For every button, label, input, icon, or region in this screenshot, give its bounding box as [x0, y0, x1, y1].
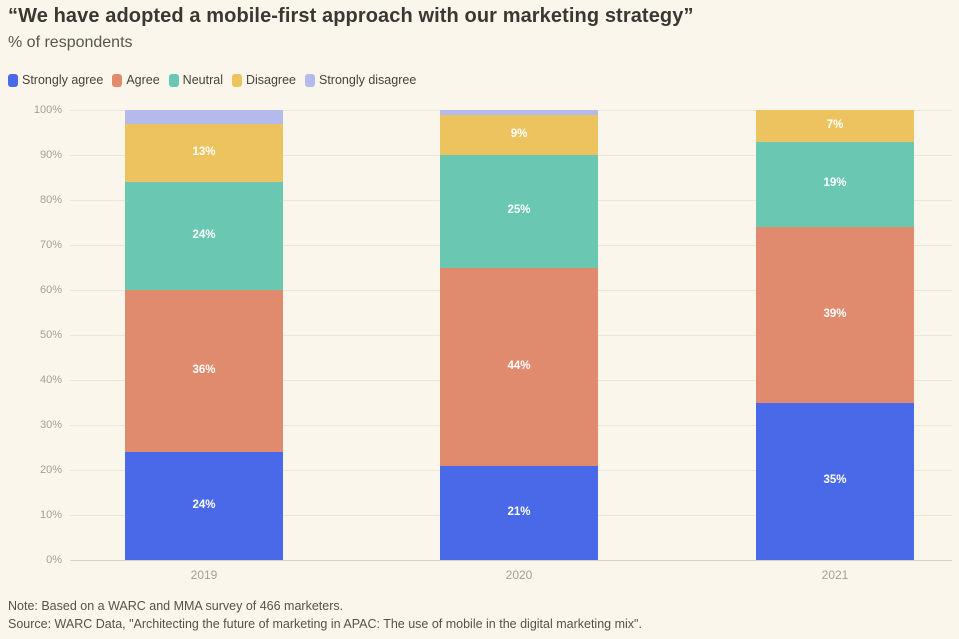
- legend-swatch-icon: [168, 73, 179, 87]
- bar-value-label: 21%: [507, 505, 531, 518]
- bar-segment-2020-neutral: [440, 155, 598, 268]
- bar-segment-2020-agree: [440, 267, 598, 466]
- legend-swatch-icon: [305, 73, 315, 87]
- y-axis-tick-60: 60%: [39, 284, 62, 296]
- y-axis-tick-40: 40%: [39, 374, 62, 386]
- bar-value-label: 19%: [823, 177, 847, 190]
- bar-value-label: 44%: [507, 359, 531, 372]
- legend-label: Strongly disagree: [319, 73, 417, 87]
- bar-segment-2021-strongly-agree: [756, 402, 914, 560]
- legend-item-neutral: Neutral: [168, 73, 223, 87]
- bar-value-label: 36%: [192, 364, 216, 376]
- x-axis-label-2020: 2020: [505, 568, 533, 582]
- y-axis-tick-10: 10%: [39, 509, 62, 521]
- legend-item-agree: Agree: [112, 73, 160, 87]
- bar-segment-2021-agree: [756, 227, 914, 403]
- bar-segment-2020-strongly-agree: [440, 465, 598, 560]
- y-axis-tick-80: 80%: [39, 194, 62, 206]
- legend-label: Agree: [126, 73, 160, 87]
- legend-item-disagree: Disagree: [231, 73, 296, 87]
- legend-item-strongly-agree: Strongly agree: [8, 73, 103, 87]
- bar-segment-2019-neutral: [125, 182, 283, 290]
- bar-segment-2019-strongly-disagree: [125, 110, 283, 124]
- legend-label: Disagree: [245, 73, 296, 87]
- legend-swatch-icon: [8, 73, 18, 87]
- legend-item-strongly-disagree: Strongly disagree: [305, 73, 416, 87]
- y-axis-tick-100: 100%: [33, 104, 62, 116]
- bar-segment-2019-agree: [125, 290, 283, 452]
- bar-value-label: 25%: [507, 204, 531, 217]
- bar-segment-2021-disagree: [756, 110, 914, 142]
- legend-swatch-icon: [112, 73, 123, 87]
- bar-segment-2021-neutral: [756, 141, 914, 227]
- bar-value-label: 24%: [192, 499, 216, 511]
- bar-segment-2020-strongly-disagree: [440, 110, 598, 115]
- legend-label: Strongly agree: [22, 73, 104, 87]
- y-axis-tick-50: 50%: [39, 329, 62, 341]
- y-axis-tick-20: 20%: [39, 464, 62, 476]
- y-axis-tick-0: 0%: [46, 554, 62, 566]
- legend-label: Neutral: [182, 73, 223, 87]
- chart-title: “We have adopted a mobile-first approach…: [8, 5, 694, 27]
- gridline-0: [70, 560, 952, 561]
- bar-segment-2020-disagree: [440, 114, 598, 155]
- note-text: Note: Based on a WARC and MMA survey of …: [8, 599, 344, 613]
- bar-value-label: 39%: [823, 307, 847, 320]
- bar-value-label: 7%: [826, 118, 844, 131]
- y-axis-tick-30: 30%: [39, 419, 62, 431]
- bar-value-label: 13%: [192, 145, 216, 158]
- bar-value-label: 9%: [510, 127, 528, 140]
- bar-value-label: 35%: [823, 474, 847, 487]
- y-axis-tick-70: 70%: [39, 239, 62, 251]
- legend-swatch-icon: [231, 73, 242, 87]
- bar-value-label: 24%: [192, 229, 216, 241]
- source-text: Source: WARC Data, "Architecting the fut…: [8, 617, 642, 631]
- chart-subtitle: % of respondents: [8, 34, 133, 51]
- bar-segment-2019-strongly-agree: [125, 452, 283, 560]
- y-axis-tick-90: 90%: [39, 149, 62, 161]
- bar-segment-2019-disagree: [125, 123, 283, 182]
- x-axis-label-2019: 2019: [190, 568, 218, 582]
- legend: Strongly agree Agree Neutral Disagree Strong…: [8, 73, 416, 87]
- x-axis-label-2021: 2021: [821, 568, 849, 582]
